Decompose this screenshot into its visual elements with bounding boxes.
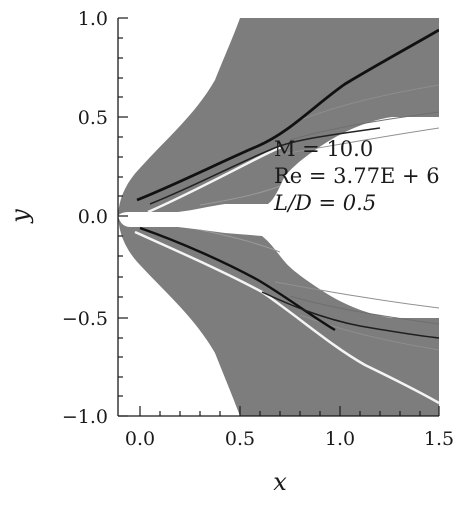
lower-shock-bright — [134, 230, 439, 405]
upper-shock-bright — [147, 145, 283, 214]
x-tick-label: 1.5 — [424, 428, 454, 450]
y-tick-label: −0.5 — [62, 308, 108, 330]
y-tick-label: 1.0 — [78, 8, 108, 30]
upper-flow-region — [118, 18, 439, 216]
y-tick-label: 0.5 — [78, 107, 108, 129]
field-texture — [199, 84, 439, 351]
x-ticks — [139, 406, 440, 416]
y-tick-label: 0.0 — [78, 206, 108, 228]
lower-flow-region — [118, 216, 439, 416]
lower-shock-secondary — [261, 291, 439, 339]
flow-parameters: M = 10.0 Re = 3.77E + 6 L/D = 0.5 — [273, 137, 440, 215]
reynolds-number-label: Re = 3.77E + 6 — [274, 164, 440, 188]
y-tick-label: −1.0 — [62, 406, 108, 428]
flow-field — [118, 18, 439, 416]
y-ticks — [118, 17, 128, 417]
x-axis-title: x — [273, 468, 287, 496]
axes-frame — [117, 18, 439, 417]
x-tick-label: 0.0 — [125, 428, 155, 450]
upper-shear-layer — [149, 127, 381, 205]
x-tick-label: 0.5 — [225, 428, 255, 450]
upper-shock-dark — [136, 28, 439, 202]
length-diameter-label: L/D = 0.5 — [273, 191, 376, 215]
mach-number-label: M = 10.0 — [274, 137, 373, 161]
x-tick-label: 1.0 — [325, 428, 355, 450]
y-axis-title: y — [6, 209, 34, 224]
lower-shock-dark — [139, 226, 336, 332]
